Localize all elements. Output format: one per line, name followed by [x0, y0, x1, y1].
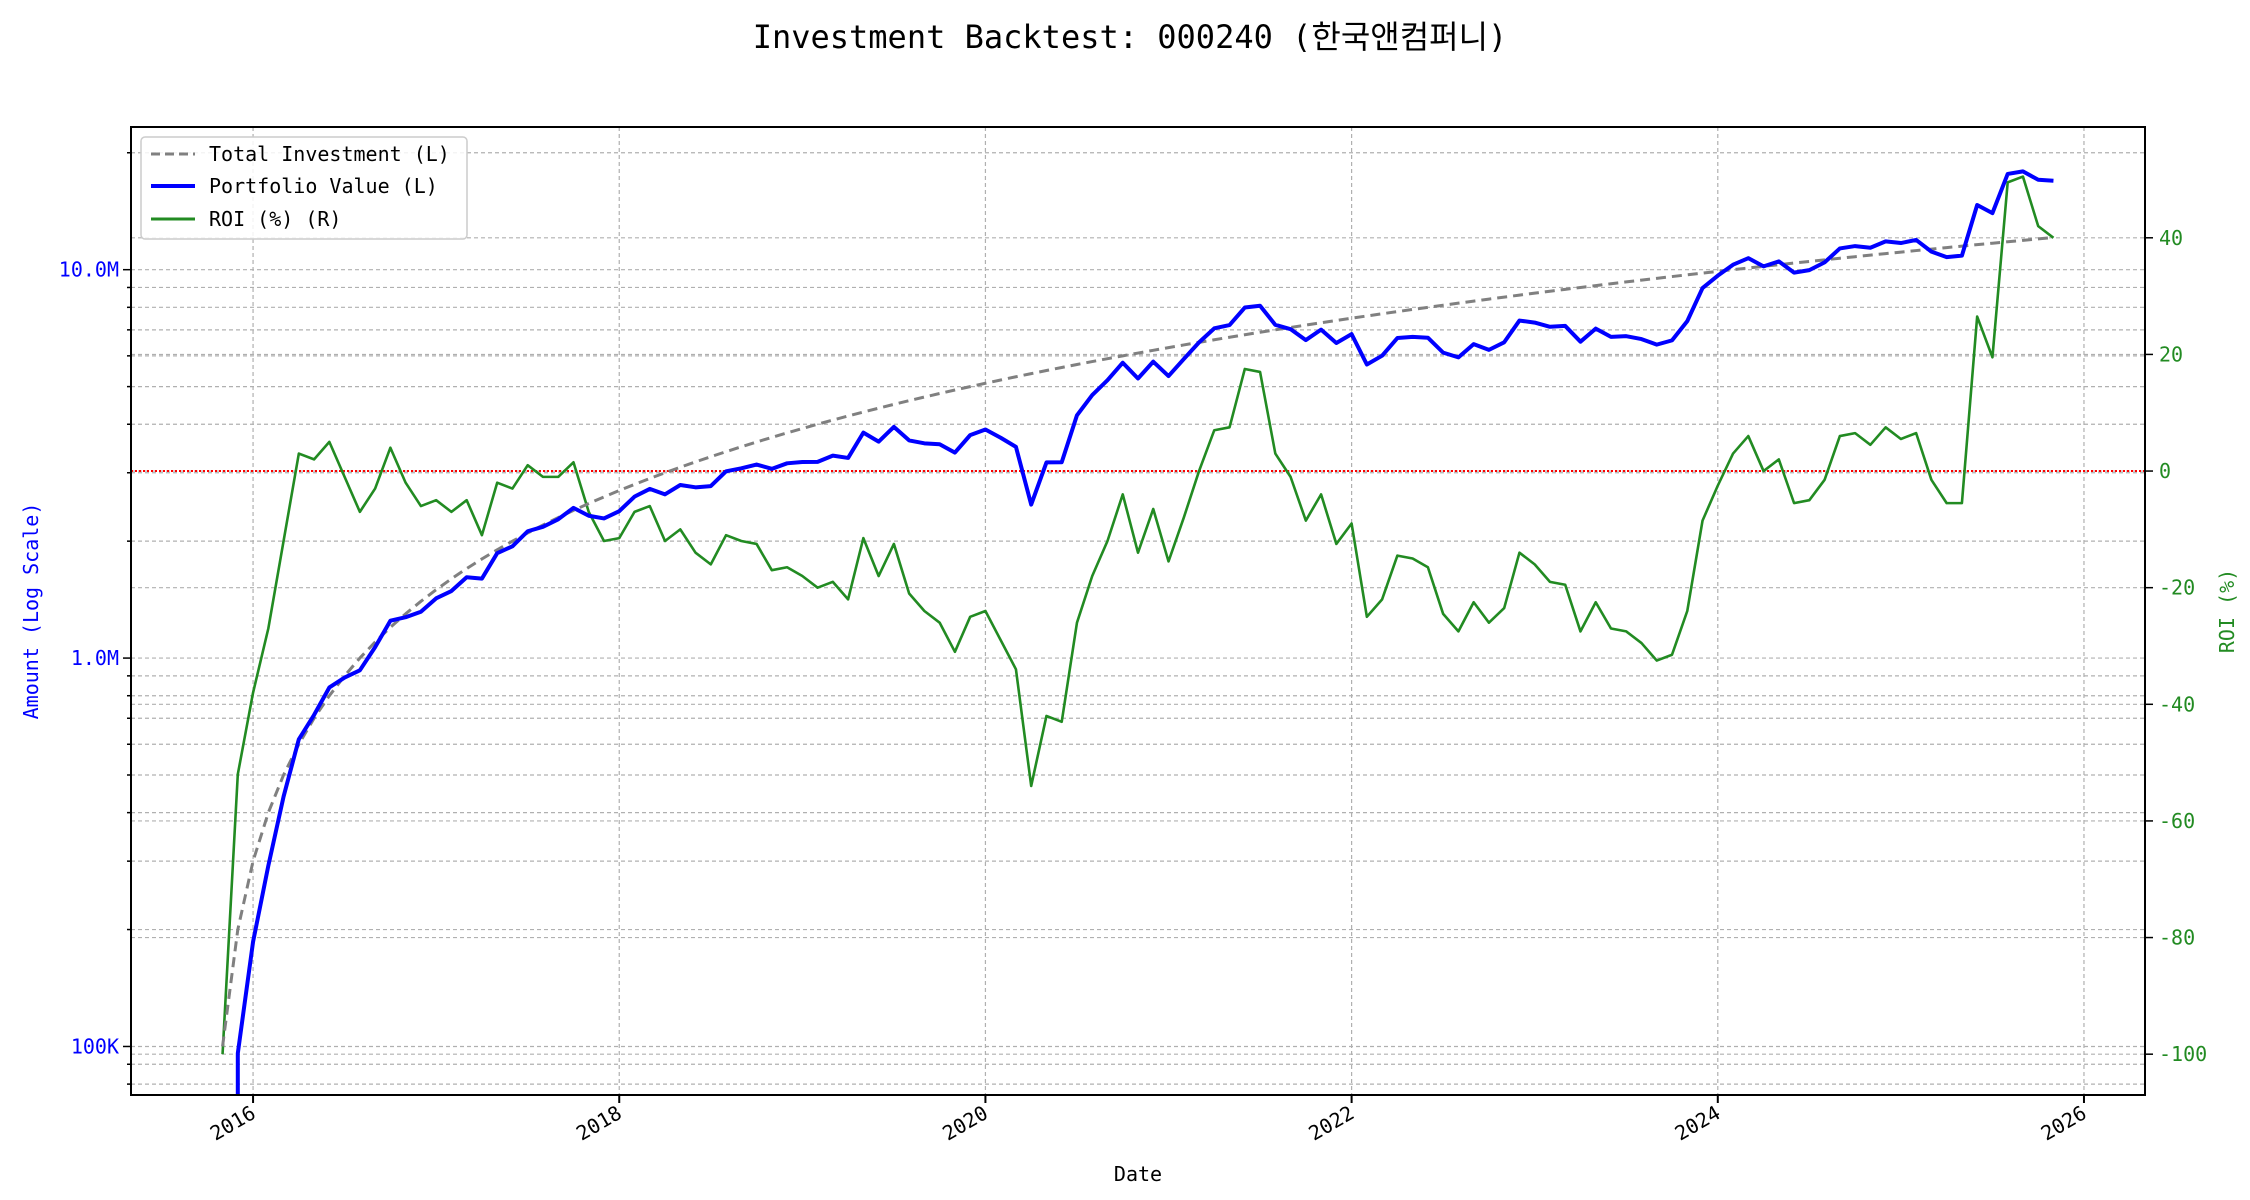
plot-frame: [130, 126, 2146, 1096]
right-tick-label: 20: [2159, 342, 2183, 366]
series-layer: [131, 169, 2145, 1095]
legend-label-total-investment: Total Investment (L): [209, 142, 450, 166]
left-tick-label: 100K: [71, 1034, 119, 1058]
legend-label-portfolio-value: Portfolio Value (L): [209, 174, 438, 198]
series-line-total-investment: [221, 236, 2054, 1047]
legend-box: [140, 136, 468, 240]
legend: Total Investment (L) Portfolio Value (L)…: [140, 136, 468, 240]
x-axis: 2016 2018 2020 2022 2024 2026: [206, 1095, 2091, 1146]
right-tick-label: -40: [2159, 692, 2195, 716]
x-axis-label: Date: [1114, 1162, 1162, 1186]
right-tick-label: -20: [2159, 576, 2195, 600]
chart-title: Investment Backtest: 000240 (한국앤컴퍼니): [753, 18, 1508, 56]
left-y-axis: 100K 1.0M 10.0M: [59, 152, 131, 1085]
right-tick-label: -80: [2159, 926, 2195, 950]
x-tick-label: 2018: [572, 1101, 626, 1146]
right-y-axis-label: ROI (%): [2215, 569, 2239, 653]
right-tick-label: 40: [2159, 226, 2183, 250]
right-tick-label: -100: [2159, 1042, 2207, 1066]
left-tick-label: 10.0M: [59, 258, 119, 282]
left-y-axis-label: Amount (Log Scale): [19, 503, 43, 720]
x-tick-label: 2024: [1671, 1101, 1725, 1146]
x-tick-label: 2020: [938, 1101, 992, 1146]
right-y-axis: -100 -80 -60 -40 -20 0 20 40: [2145, 226, 2207, 1066]
x-tick-label: 2026: [2037, 1101, 2091, 1146]
left-tick-label: 1.0M: [71, 646, 119, 670]
right-tick-label: -60: [2159, 809, 2195, 833]
series-line-portfolio-value: [235, 169, 2054, 1095]
x-tick-label: 2022: [1304, 1101, 1358, 1146]
right-tick-label: 0: [2159, 459, 2171, 483]
legend-label-roi: ROI (%) (R): [209, 207, 341, 231]
series-line-roi: [221, 175, 2055, 1055]
grid: [131, 127, 2145, 1095]
x-tick-label: 2016: [206, 1101, 260, 1146]
